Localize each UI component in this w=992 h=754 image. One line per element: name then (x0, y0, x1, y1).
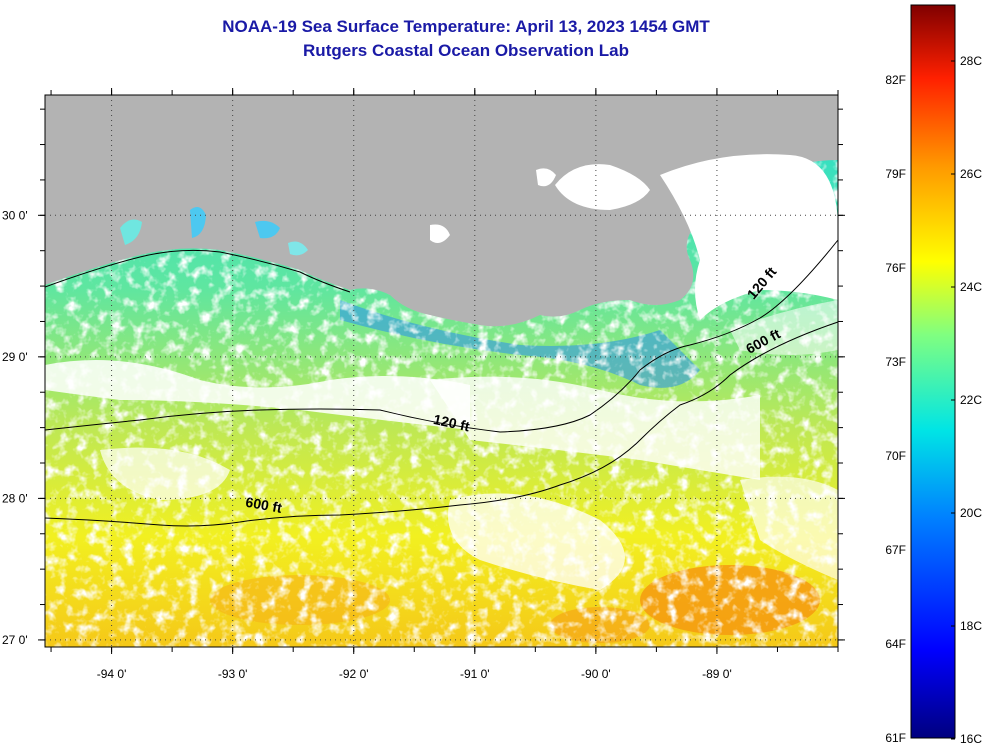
y-tick-label: 28 0' (2, 491, 28, 505)
colorbar-f-label: 73F (885, 355, 906, 369)
cloud-band (448, 493, 625, 590)
colorbar (910, 4, 956, 739)
plot-frame (44, 94, 839, 648)
contour-120ft (44, 239, 839, 433)
cloud-band (430, 376, 760, 480)
x-tick-label: -91 0' (460, 667, 490, 681)
colorbar-f-label: 76F (885, 261, 906, 275)
colorbar-f-label: 70F (885, 449, 906, 463)
colorbar-c-label: 26C (960, 167, 982, 181)
land-cloud (536, 168, 556, 187)
x-tick-label: -92 0' (339, 667, 369, 681)
land (45, 95, 838, 327)
y-tick-label: 30 0' (2, 208, 28, 222)
land-cloud (430, 224, 450, 244)
lake (120, 219, 142, 245)
y-tick-label: 29 0' (2, 350, 28, 364)
colorbar-f-label: 67F (885, 543, 906, 557)
map-plot-area (45, 95, 838, 647)
x-tick-label: -93 0' (218, 667, 248, 681)
contour-600ft (44, 321, 839, 527)
colorbar-f-label: 64F (885, 637, 906, 651)
contour-label: 120 ft (432, 411, 471, 434)
y-axis: 30 0' 29 0' 28 0' 27 0' (2, 108, 845, 647)
land-cloud (660, 154, 838, 320)
colorbar-f-label: 82F (885, 73, 906, 87)
colorbar-c-label: 28C (960, 54, 982, 68)
graticule (45, 95, 838, 647)
colorbar-c-label: 20C (960, 506, 982, 520)
colorbar-c-label: 16C (960, 732, 982, 746)
coastline (45, 249, 351, 293)
x-tick-label: -89 0' (702, 667, 732, 681)
contour-label: 600 ft (244, 494, 283, 516)
cloud-band (740, 476, 838, 580)
x-tick-label: -94 0' (97, 667, 127, 681)
cloud-band (730, 300, 838, 355)
cloud-band (45, 360, 470, 430)
y-tick-label: 27 0' (2, 633, 28, 647)
chart-title: NOAA-19 Sea Surface Temperature: April 1… (222, 17, 710, 36)
cloud-band (100, 447, 230, 500)
colorbar-labels: 82F 79F 76F 73F 70F 67F 64F 61F 28C 26C 24C 22C 20C 1… (885, 54, 982, 746)
colorbar-f-label: 79F (885, 167, 906, 181)
land-cloud (555, 164, 650, 210)
chart-subtitle: Rutgers Coastal Ocean Observation Lab (303, 41, 629, 60)
x-axis: -94 0' -93 0' -92 0' -91 0' -90 0' -89 0' (50, 88, 839, 681)
x-tick-label: -90 0' (581, 667, 611, 681)
colorbar-f-label: 61F (885, 731, 906, 745)
lake (288, 241, 308, 256)
colorbar-c-label: 24C (960, 280, 982, 294)
colorbar-c-label: 18C (960, 619, 982, 633)
colorbar-c-label: 22C (960, 393, 982, 407)
lake (190, 206, 206, 238)
lake (255, 220, 280, 239)
